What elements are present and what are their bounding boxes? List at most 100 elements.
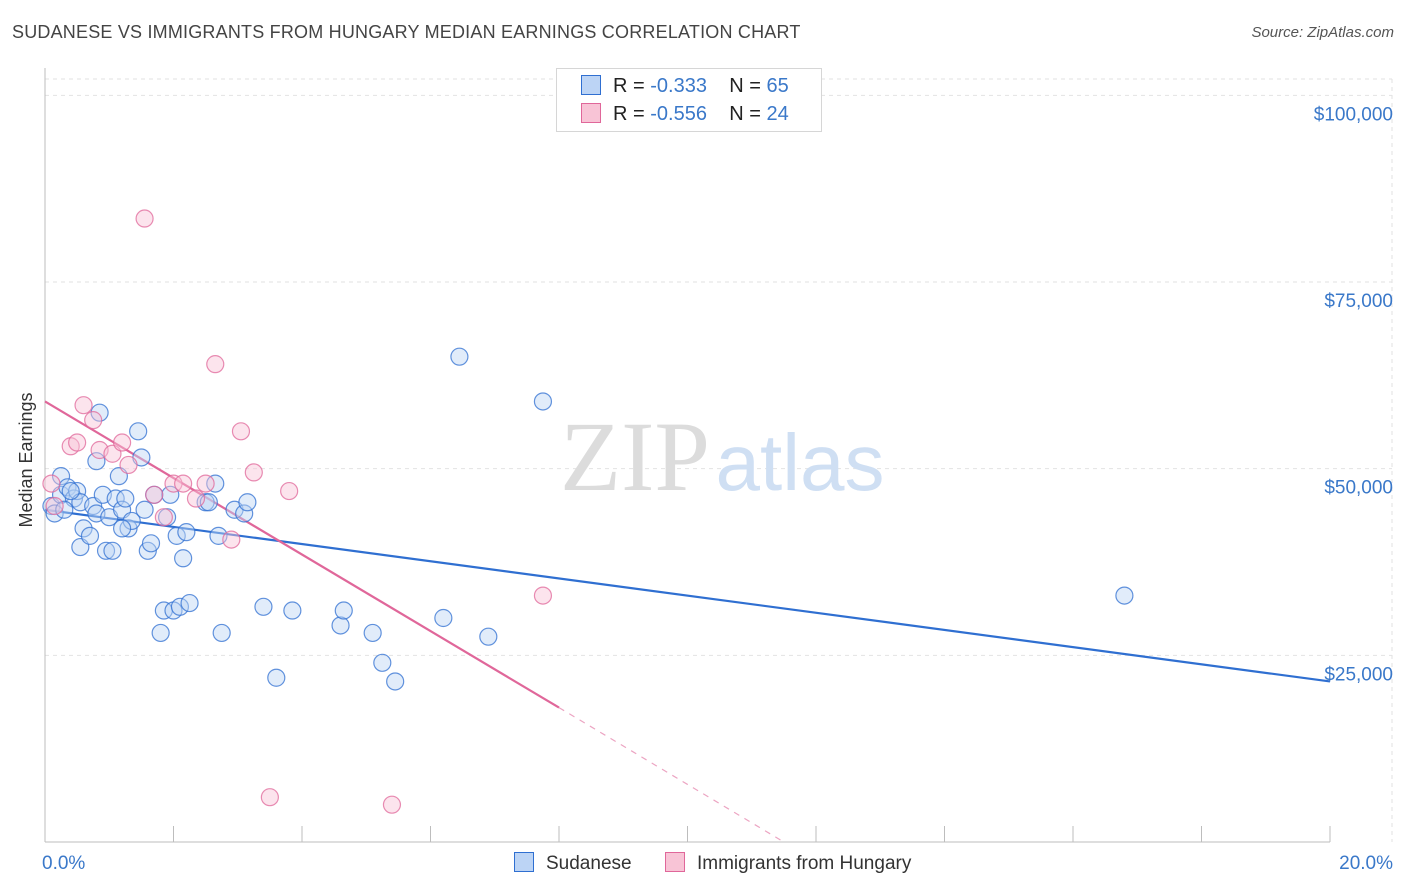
hungary-point: [260, 788, 279, 807]
sudanese-point: [479, 627, 498, 646]
sudanese-point: [238, 493, 257, 512]
watermark-atlas: atlas: [716, 418, 885, 507]
source-credit: Source: ZipAtlas.com: [1251, 24, 1394, 41]
sudanese-point: [174, 549, 193, 568]
hungary-point: [45, 496, 64, 516]
tick-labels: $25,000 $50,000 $75,000 $100,000 0.0% 20.0%: [42, 104, 1393, 874]
series-legend-sudanese: Sudanese: [514, 852, 632, 875]
legend-n-label: N =: [729, 75, 761, 97]
hungary-point: [119, 455, 138, 475]
sudanese-point: [151, 623, 170, 643]
sudanese-point: [129, 422, 148, 441]
sudanese-point: [90, 403, 109, 422]
sudanese-point: [386, 672, 405, 691]
sudanese-trend-line: [44, 508, 1331, 683]
hungary-point: [196, 474, 215, 493]
watermark: ZIP atlas: [560, 401, 884, 512]
sudanese-point: [61, 481, 80, 501]
sudanese-point: [87, 452, 106, 471]
series-swatch-blue: [514, 852, 534, 872]
hungary-point: [164, 474, 183, 493]
sudanese-point: [373, 653, 392, 672]
hungary-point: [186, 489, 206, 508]
axes: [44, 68, 1331, 843]
hungary-trend-line: [44, 400, 560, 709]
data-points: [42, 209, 1134, 814]
stats-legend: R = -0.333 N = 65 R = -0.556 N = 24: [556, 68, 822, 132]
hungary-trend-extension: [558, 707, 785, 843]
hungary-point: [68, 433, 87, 452]
series-name: Immigrants from Hungary: [697, 853, 912, 874]
legend-r-label: R =: [613, 75, 645, 97]
y-tick-label: $75,000: [1324, 291, 1393, 312]
sudanese-point: [180, 593, 199, 613]
sudanese-point: [106, 489, 125, 508]
x-tick-label: 20.0%: [1339, 853, 1393, 874]
series-legend-hungary: Immigrants from Hungary: [665, 852, 911, 875]
chart-title: SUDANESE VS IMMIGRANTS FROM HUNGARY MEDI…: [12, 22, 801, 42]
sudanese-point: [116, 489, 135, 508]
y-tick-label: $50,000: [1324, 478, 1393, 499]
sudanese-point: [74, 519, 93, 538]
sudanese-point: [80, 526, 100, 545]
hungary-point: [174, 474, 193, 493]
series-swatch-pink: [665, 852, 685, 872]
sudanese-point: [177, 523, 196, 542]
sudanese-point: [135, 500, 154, 519]
sudanese-point: [235, 504, 254, 523]
y-axis-label: Median Earnings: [16, 392, 36, 527]
hungary-point: [533, 586, 553, 605]
sudanese-point: [51, 467, 71, 486]
sudanese-point: [161, 485, 180, 504]
hungary-point: [206, 355, 225, 374]
legend-n-value: 65: [766, 75, 789, 97]
sudanese-point: [334, 601, 353, 620]
hungary-point: [42, 474, 61, 493]
hungary-point: [222, 530, 241, 549]
legend-n-value: 24: [766, 103, 789, 125]
sudanese-point: [45, 504, 64, 523]
y-tick-label: $25,000: [1324, 664, 1393, 685]
sudanese-point: [206, 474, 225, 493]
sudanese-point: [170, 597, 190, 616]
sudanese-point: [267, 668, 286, 687]
watermark-zip: ZIP: [560, 401, 710, 512]
sudanese-point: [141, 534, 161, 553]
grid-lines: [45, 78, 1393, 842]
hungary-point: [231, 422, 251, 441]
sudanese-point: [283, 601, 302, 620]
legend-row-hungary: R = -0.556 N = 24: [581, 103, 789, 129]
legend-row-sudanese: R = -0.333 N = 65: [581, 75, 789, 101]
sudanese-point: [434, 608, 453, 628]
x-tick-label: 0.0%: [42, 853, 85, 874]
hungary-point: [112, 433, 132, 452]
hungary-point: [154, 508, 173, 527]
sudanese-point: [68, 481, 87, 501]
legend-n-label: N =: [729, 103, 761, 125]
hungary-point: [84, 411, 103, 430]
sudanese-point: [533, 392, 553, 411]
sudanese-point: [331, 616, 350, 635]
hungary-point: [145, 485, 164, 504]
hungary-point: [382, 795, 402, 814]
sudanese-point: [96, 541, 116, 560]
legend-swatch-pink: [581, 103, 601, 123]
legend-r-value: -0.556: [650, 103, 707, 125]
hungary-point: [280, 481, 299, 501]
sudanese-point: [212, 623, 231, 643]
sudanese-point: [450, 347, 469, 366]
hungary-point: [135, 209, 154, 228]
sudanese-point: [1115, 586, 1134, 605]
y-tick-label: $100,000: [1314, 104, 1393, 125]
sudanese-point: [363, 623, 382, 643]
sudanese-point: [103, 541, 122, 560]
series-name: Sudanese: [546, 853, 632, 874]
hungary-point: [74, 396, 93, 415]
sudanese-point: [55, 500, 74, 519]
legend-swatch-blue: [581, 75, 601, 95]
legend-r-label: R =: [613, 103, 645, 125]
sudanese-point: [112, 519, 132, 538]
legend-r-value: -0.333: [650, 75, 707, 97]
sudanese-point: [254, 597, 273, 616]
